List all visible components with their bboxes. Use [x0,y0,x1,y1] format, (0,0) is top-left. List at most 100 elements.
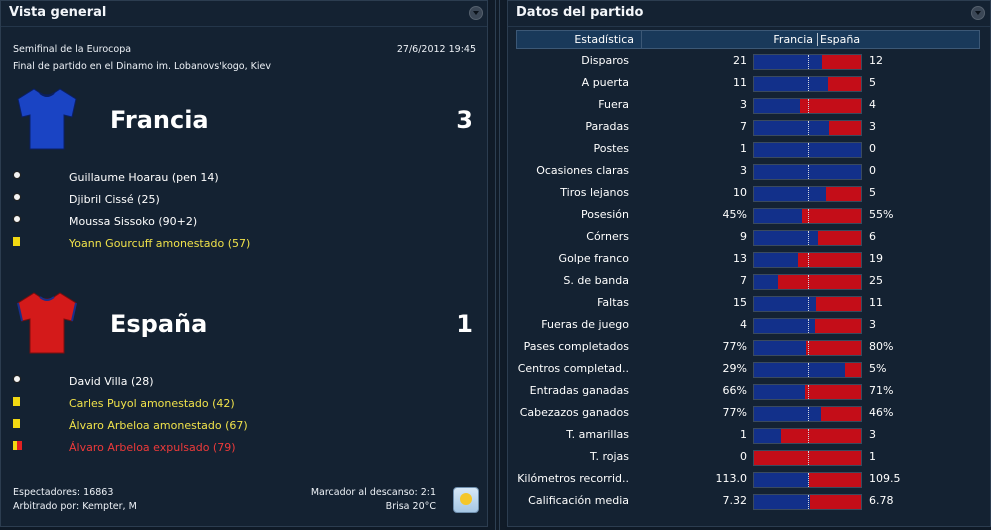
stat-away-value: 19 [869,252,883,265]
stat-label: Faltas [597,296,629,309]
stat-row: Fueras de juego 4 3 [508,315,991,337]
stat-away-value: 80% [869,340,894,353]
stat-away-value: 3 [869,428,876,441]
stat-comparison-bar [753,494,862,510]
stat-row: Disparos 21 12 [508,51,991,73]
stat-bar-home-fill [754,143,861,157]
stat-home-value: 13 [733,252,747,265]
panel-splitter[interactable] [490,0,505,530]
match-stats-panel: Datos del partido Estadística Francia Es… [507,0,991,527]
stat-home-value: 9 [740,230,747,243]
match-datetime: 27/6/2012 19:45 [396,44,476,55]
stat-bar-home-fill [754,121,829,135]
overview-panel-title: Vista general [9,5,107,20]
stat-comparison-bar [753,362,862,378]
stat-comparison-bar [753,384,862,400]
stat-home-value: 1 [740,428,747,441]
ball-icon [13,193,21,201]
collapse-stats-button[interactable] [971,6,985,20]
stat-comparison-bar [753,340,862,356]
stat-label: Fuera [598,98,629,111]
stat-home-value: 113.0 [715,472,748,485]
second-yellow-red-card-icon [13,441,22,450]
stat-bar-home-fill [754,231,818,245]
stat-away-value: 71% [869,384,894,397]
stat-row: Paradas 7 3 [508,117,991,139]
stat-label: A puerta [581,76,629,89]
referee-label: Arbitrado por: Kempter, M [13,501,137,512]
stat-label: T. amarillas [566,428,629,441]
home-shirt-icon [17,88,77,150]
away-team-name: España [110,310,208,338]
stat-bar-home-fill [754,385,805,399]
yellow-card-icon [13,397,20,406]
stat-row: T. rojas 0 1 [508,447,991,469]
stat-row: Centros completad.. 29% 5% [508,359,991,381]
stat-bar-home-fill [754,495,810,509]
stat-home-value: 0 [740,450,747,463]
stat-label: Pases completados [523,340,629,353]
stat-bar-home-fill [754,319,815,333]
stat-label: Córners [586,230,629,243]
halftime-score-label: Marcador al descanso: 2:1 [310,487,436,498]
stat-row: Cabezazos ganados 77% 46% [508,403,991,425]
stat-comparison-bar [753,230,862,246]
stat-away-value: 4 [869,98,876,111]
stat-row: Calificación media 7.32 6.78 [508,491,991,513]
stat-away-value: 5 [869,76,876,89]
stat-comparison-bar [753,54,862,70]
stat-label: Postes [593,142,629,155]
home-column-header[interactable]: Francia [773,33,813,46]
stat-label: Golpe franco [558,252,629,265]
collapse-overview-button[interactable] [469,6,483,20]
stat-row: Tiros lejanos 10 5 [508,183,991,205]
stat-away-value: 3 [869,318,876,331]
stat-bar-home-fill [754,55,822,69]
stat-comparison-bar [753,296,862,312]
stat-away-value: 25 [869,274,883,287]
stat-bar-home-fill [754,275,778,289]
stat-away-value: 1 [869,450,876,463]
stat-comparison-bar [753,472,862,488]
home-event: Guillaume Hoarau (pen 14) [69,171,219,184]
overview-panel: Vista general Semifinal de la Eurocopa 2… [0,0,488,527]
stat-column-header[interactable]: Estadística [574,33,634,46]
stats-table-header[interactable]: Estadística Francia España [516,30,980,49]
stat-home-value: 66% [722,384,747,397]
stat-away-value: 0 [869,142,876,155]
stat-row: Fuera 3 4 [508,95,991,117]
stat-away-value: 12 [869,54,883,67]
stat-home-value: 15 [733,296,747,309]
overview-title-separator [1,26,487,27]
venue-label: Final de partido en el Dinamo im. Lobano… [13,61,271,72]
home-team-name: Francia [110,106,209,134]
home-event: Djibril Cissé (25) [69,193,160,206]
stat-bar-home-fill [754,165,861,179]
stat-label: Disparos [581,54,629,67]
stat-label: Posesión [581,208,629,221]
stat-bar-home-fill [754,429,781,443]
stat-home-value: 7.32 [722,494,748,507]
stat-row: Faltas 15 11 [508,293,991,315]
stat-bar-home-fill [754,187,826,201]
stat-home-value: 3 [740,164,747,177]
stat-label: Cabezazos ganados [519,406,629,419]
yellow-card-icon [13,419,20,428]
away-event: Álvaro Arbeloa amonestado (67) [69,419,248,432]
stat-home-value: 7 [740,274,747,287]
home-event: Yoann Gourcuff amonestado (57) [69,237,251,250]
ball-icon [13,215,21,223]
stat-away-value: 6.78 [869,494,894,507]
stat-label: Ocasiones claras [536,164,629,177]
spectators-label: Espectadores: 16863 [13,487,114,498]
away-column-header[interactable]: España [820,33,861,46]
stat-comparison-bar [753,252,862,268]
stat-bar-home-fill [754,77,828,91]
stat-home-value: 21 [733,54,747,67]
stat-comparison-bar [753,98,862,114]
stat-bar-home-fill [754,363,845,377]
competition-label: Semifinal de la Eurocopa [13,44,132,55]
stat-comparison-bar [753,274,862,290]
stat-comparison-bar [753,406,862,422]
stat-row: A puerta 11 5 [508,73,991,95]
